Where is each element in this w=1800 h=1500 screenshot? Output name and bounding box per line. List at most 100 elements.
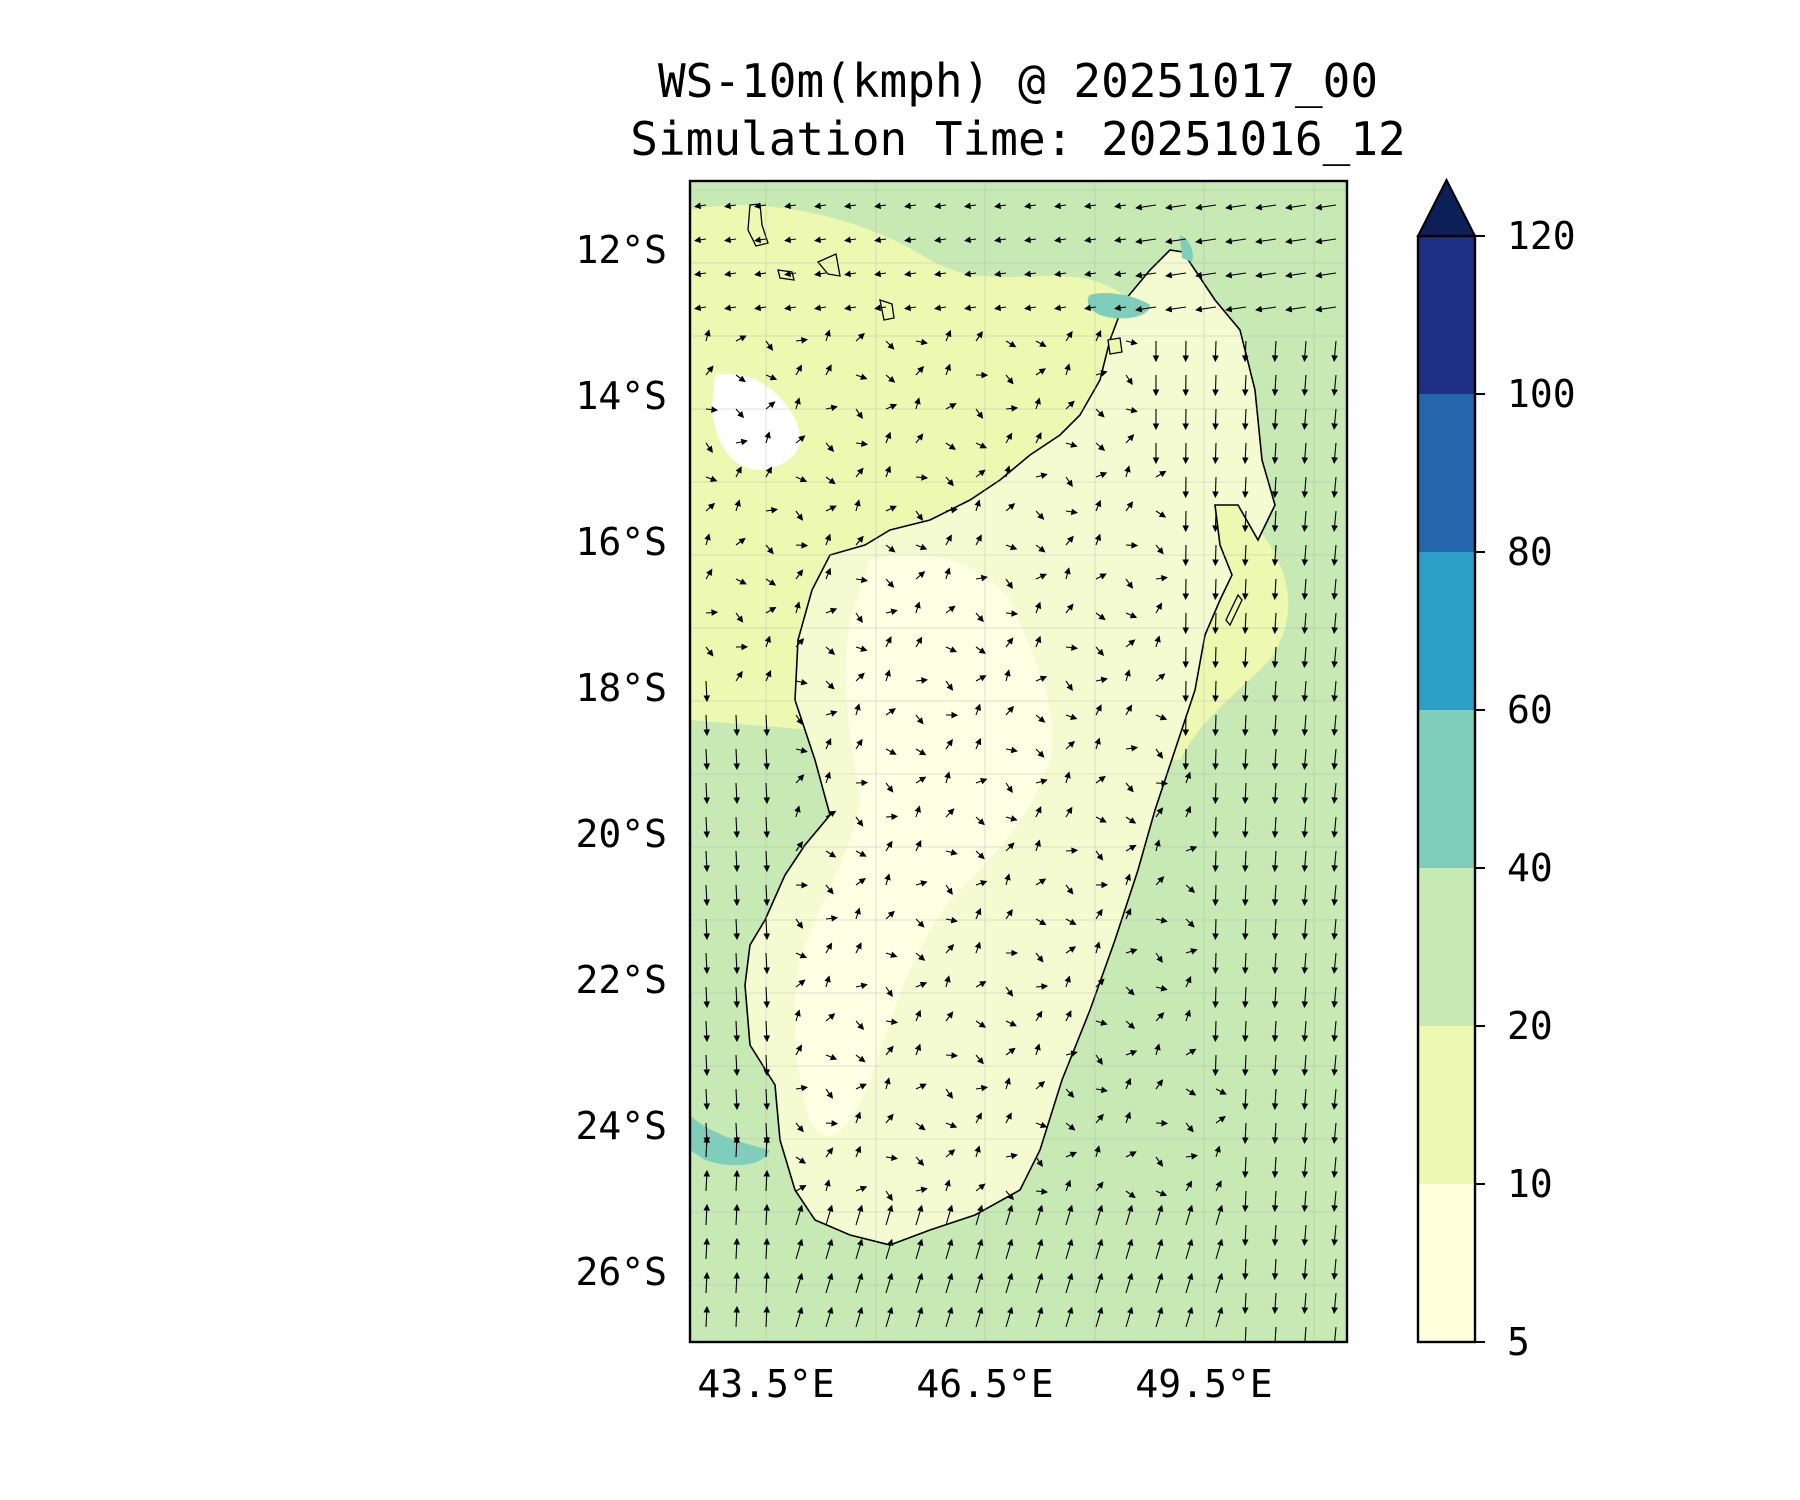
wind-arrow-head: [1331, 1239, 1338, 1247]
wind-arrow-head: [904, 304, 912, 312]
wind-arrow-head: [874, 304, 882, 312]
colorbar-label: 5: [1507, 1320, 1530, 1364]
wind-arrow: [1334, 1326, 1337, 1342]
wind-arrow-head: [1285, 305, 1293, 313]
wind-arrow-head: [855, 1145, 862, 1154]
wind-arrow-head: [763, 763, 771, 771]
wind-arrow-head: [1126, 1272, 1134, 1281]
wind-arrow-head: [703, 1271, 711, 1279]
wind-arrow-head: [917, 365, 925, 374]
wind-arrow-head: [1301, 389, 1309, 397]
wind-arrow-head: [763, 865, 771, 873]
wind-arrow-head: [946, 1204, 954, 1213]
wind-arrow: [1244, 1326, 1247, 1342]
wind-arrow-head: [1215, 1180, 1222, 1188]
wind-arrow-head: [920, 338, 928, 346]
wind-arrow-head: [1004, 1077, 1011, 1085]
wind-arrow-head: [1096, 1238, 1104, 1247]
wind-arrow-head: [829, 607, 838, 615]
wind-arrow-head: [1331, 627, 1338, 635]
wind-arrow-head: [1036, 1306, 1044, 1315]
wind-arrow-head: [919, 543, 928, 551]
wind-arrow-head: [734, 499, 741, 507]
wind-arrow-head: [1010, 746, 1018, 754]
wind-arrow-head: [856, 1272, 864, 1281]
wind-arrow-head: [980, 1084, 988, 1092]
wind-arrow-head: [946, 887, 953, 896]
colorbar-label: 20: [1507, 1004, 1553, 1048]
wind-arrow-head: [724, 270, 732, 278]
wind-arrow-head: [1130, 948, 1138, 955]
wind-arrow-head: [765, 669, 772, 678]
wind-arrow-head: [796, 1238, 804, 1247]
wind-arrow-head: [1271, 355, 1279, 363]
wind-arrow-head: [794, 397, 801, 405]
wind-arrow-head: [1094, 1145, 1101, 1153]
wind-arrow-head: [1067, 1090, 1075, 1098]
wind-arrow-head: [796, 1204, 804, 1213]
wind-arrow-head: [1186, 1238, 1194, 1247]
wind-arrow-head: [733, 1169, 741, 1177]
wind-arrow-head: [1125, 704, 1133, 712]
wind-arrow-head: [1038, 545, 1046, 553]
wind-arrow-head: [754, 236, 762, 244]
wind-arrow-head: [1126, 501, 1134, 509]
wind-arrow-head: [1271, 763, 1279, 771]
wind-arrow-head: [1241, 525, 1249, 533]
wind-arrow-head: [1301, 661, 1309, 669]
wind-arrow-head: [890, 1154, 899, 1162]
wind-arrow-head: [1301, 627, 1309, 635]
wind-arrow-head: [1182, 695, 1190, 703]
wind-arrow-head: [1241, 423, 1249, 431]
wind-arrow-head: [737, 410, 745, 419]
wind-arrow-head: [826, 887, 834, 895]
wind-arrow-head: [1285, 237, 1293, 245]
wind-arrow-head: [1301, 1273, 1309, 1281]
colorbar-segment: [1418, 394, 1475, 552]
wind-arrow-head: [964, 304, 972, 312]
wind-arrow-head: [1041, 1188, 1049, 1195]
wind-arrow-head: [916, 1204, 924, 1213]
wind-arrow-head: [1241, 593, 1249, 601]
wind-arrow-head: [964, 202, 972, 210]
wind-arrow-head: [1271, 967, 1279, 975]
wind-arrow-head: [884, 1077, 891, 1085]
wind-arrow-head: [1152, 389, 1160, 397]
wind-arrow-head: [1006, 377, 1014, 385]
wind-arrow-head: [733, 1271, 741, 1279]
wind-arrow-head: [739, 578, 747, 585]
wind-arrow-head: [794, 601, 801, 609]
wind-arrow-head: [827, 648, 836, 655]
wind-arrow-head: [1006, 989, 1014, 997]
wind-arrow-head: [824, 771, 831, 779]
wind-arrow-head: [1271, 695, 1279, 703]
wind-arrow-head: [916, 1306, 924, 1315]
wind-arrow-head: [1212, 593, 1219, 601]
wind-arrow-head: [1271, 899, 1279, 907]
wind-arrow-head: [784, 304, 792, 312]
colorbar-segment: [1418, 710, 1475, 868]
wind-arrow-head: [1084, 202, 1092, 210]
wind-arrow-head: [1007, 705, 1015, 714]
wind-arrow-head: [1160, 985, 1168, 992]
wind-arrow-head: [763, 1271, 771, 1279]
lat-axis: 12°S 14°S 16°S 18°S 20°S 22°S 24°S 26°S: [575, 228, 667, 1294]
wind-arrow-head: [1186, 1306, 1194, 1315]
wind-arrow-head: [1212, 831, 1219, 839]
wind-arrow-head: [1271, 797, 1279, 805]
wind-arrow-head: [703, 1069, 711, 1077]
wind-arrow-head: [741, 643, 749, 651]
wind-arrow-head: [703, 1237, 711, 1245]
wind-arrow-head: [764, 431, 771, 439]
wind-arrow-head: [980, 574, 988, 582]
wind-arrow-head: [974, 941, 981, 949]
wind-arrow-head: [1161, 574, 1169, 582]
wind-arrow-head: [784, 236, 792, 244]
wind-arrow-head: [795, 1044, 802, 1052]
wind-arrow-head: [1271, 1001, 1279, 1009]
wind-arrow-head: [1301, 729, 1309, 737]
wind-arrow-head: [934, 202, 942, 210]
wind-arrow-head: [1331, 1171, 1338, 1179]
wind-arrow-head: [1034, 839, 1041, 847]
wind-arrow-head: [856, 411, 863, 419]
